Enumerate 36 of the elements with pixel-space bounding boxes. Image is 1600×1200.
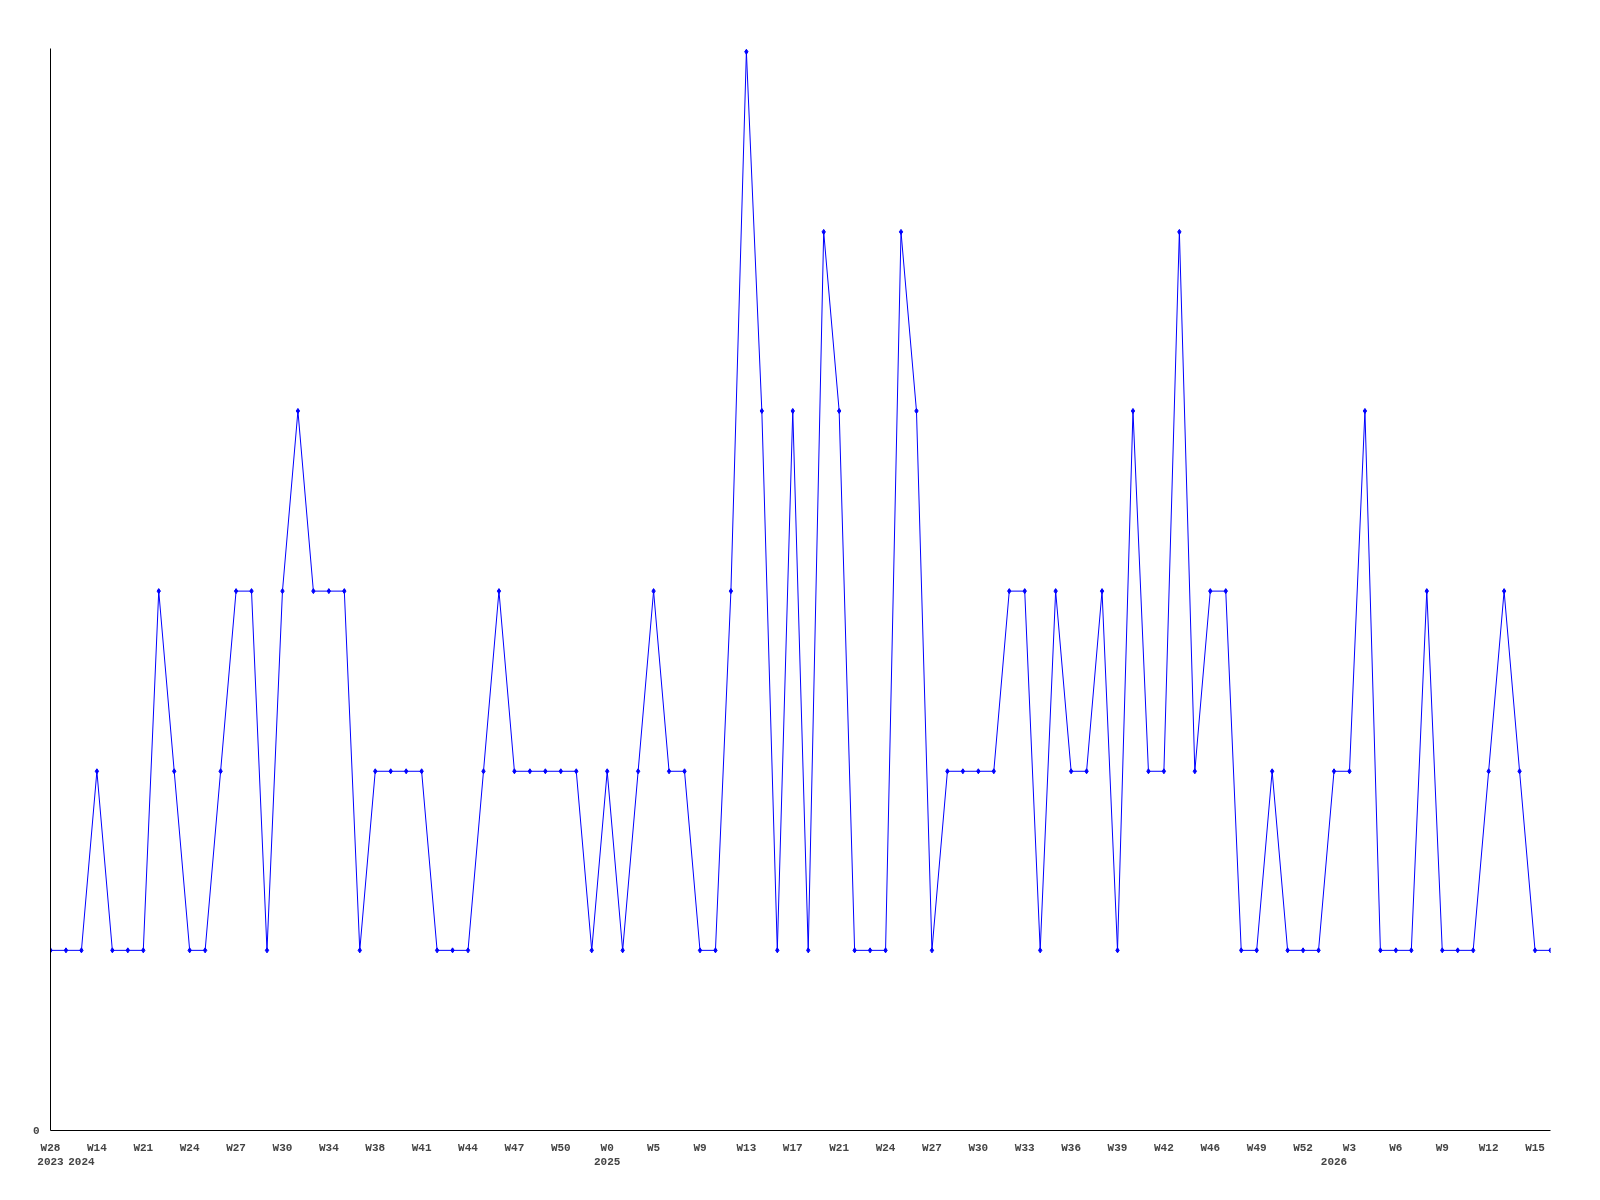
x-tick-label: W17 (782, 1141, 803, 1154)
x-tick-label: W52 (1293, 1141, 1313, 1154)
x-tick-label: W28 2023 (37, 1141, 65, 1168)
x-tick-label: W5 (646, 1141, 661, 1154)
x-tick-label: W3 (1342, 1141, 1357, 1154)
x-tick-label: W27 (922, 1141, 942, 1154)
x-tick-label: W47 (504, 1141, 525, 1154)
x-tick-label: W0 2025 (594, 1141, 621, 1168)
x-tick-label: W27 (226, 1141, 246, 1154)
x-tick-label: W24 (875, 1141, 896, 1154)
x-tick-label: W9 (1435, 1141, 1449, 1154)
x-tick-label: W46 (1200, 1141, 1221, 1154)
x-tick-label: W30 (968, 1141, 989, 1154)
text: 0 (32, 1125, 40, 1137)
x-tick-label: W24 (179, 1141, 200, 1154)
x-tick-label: 2026 (1320, 1155, 1348, 1168)
x-tick-label: W36 (1061, 1141, 1082, 1154)
x-tick-label: W6 (1389, 1141, 1403, 1154)
x-tick-label: W39 (1107, 1141, 1128, 1154)
x-tick-label: W34 (318, 1141, 340, 1154)
x-tick-label: W12 (1478, 1141, 1499, 1154)
x-tick-label: W14 (86, 1141, 108, 1154)
x-tick-label: W41 (411, 1141, 432, 1154)
x-tick-label: W30 (272, 1141, 293, 1154)
x-tick-label: W9 (693, 1141, 707, 1154)
x-tick-label: W49 (1246, 1141, 1267, 1154)
x-tick-label: W38 (365, 1141, 386, 1154)
x-tick-label: W42 (1154, 1141, 1174, 1154)
x-tick-label: W21 (829, 1141, 850, 1154)
x-tick-label: W50 (550, 1141, 571, 1154)
x-tick-label: W13 (736, 1141, 757, 1154)
x-tick-label: W15 (1525, 1141, 1546, 1154)
x-tick-label: W21 (133, 1141, 154, 1154)
x-tick-label: W33 (1014, 1141, 1036, 1154)
x-tick-label: W44 (458, 1141, 479, 1154)
x-tick-label: 2024 (68, 1155, 96, 1168)
